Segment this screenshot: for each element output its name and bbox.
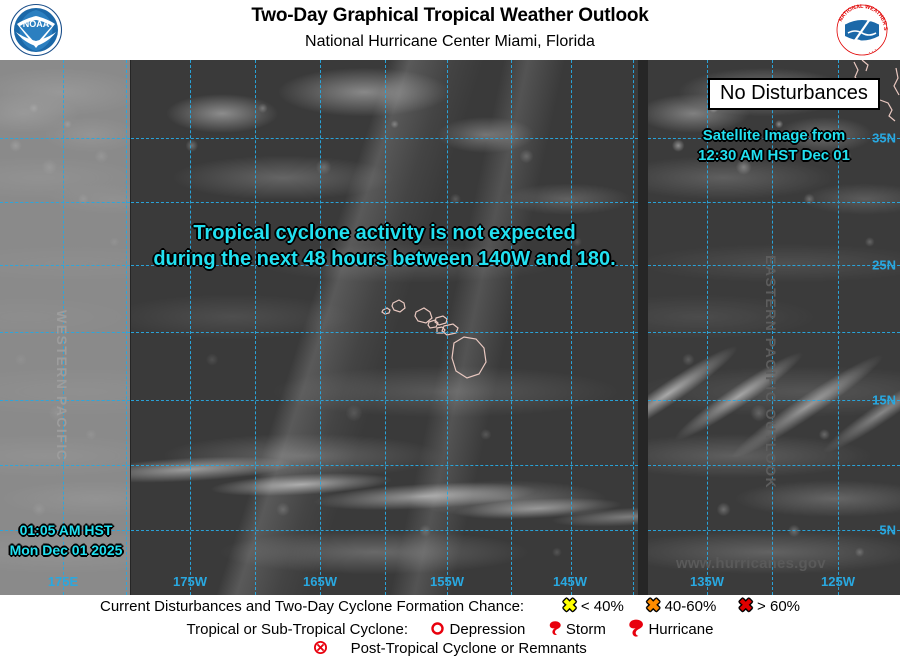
x-mark-icon-medium: ✖ bbox=[646, 595, 661, 615]
formation-chance-medium-label: 40-60% bbox=[664, 597, 717, 615]
page-subtitle: National Hurricane Center Miami, Florida bbox=[305, 33, 595, 50]
latitude-label: 35N bbox=[872, 130, 896, 146]
post-tropical-label: Post-Tropical Cyclone or Remnants bbox=[350, 640, 587, 657]
satellite-timestamp-line1: Satellite Image from bbox=[702, 127, 846, 144]
cloud-texture-detail bbox=[0, 60, 130, 595]
satellite-map[interactable]: WESTERN PACIFIC EASTERN PACIFIC OUTLOOK … bbox=[0, 60, 900, 595]
longitude-label: 125W bbox=[821, 574, 855, 589]
basin-label-eastern-pacific: EASTERN PACIFIC OUTLOOK bbox=[763, 255, 779, 490]
local-timestamp-line2: Mon Dec 01 2025 bbox=[9, 542, 123, 558]
no-disturbances-box: No Disturbances bbox=[708, 78, 880, 110]
local-timestamp: 01:05 AM HST Mon Dec 01 2025 bbox=[2, 520, 130, 560]
itcz-cloud-band bbox=[131, 405, 638, 565]
local-timestamp-line1: 01:05 AM HST bbox=[19, 522, 113, 538]
longitude-label: 135W bbox=[690, 574, 724, 589]
map-panel-eastern-pacific[interactable] bbox=[648, 60, 900, 595]
map-legend: Current Disturbances and Two-Day Cyclone… bbox=[0, 595, 900, 665]
formation-chance-high-label: > 60% bbox=[757, 597, 800, 615]
page-header: NOAA Two-Day Graphical Tropical Weather … bbox=[0, 0, 900, 60]
outlook-headline-line2: during the next 48 hours between 140W an… bbox=[153, 248, 616, 270]
storm-icon bbox=[548, 620, 562, 640]
cyclone-type-label: Tropical or Sub-Tropical Cyclone: bbox=[186, 620, 408, 638]
outlook-headline-line1: Tropical cyclone activity is not expecte… bbox=[193, 222, 576, 244]
longitude-label: 155W bbox=[430, 574, 464, 589]
longitude-label: 145W bbox=[553, 574, 587, 589]
longitude-label: 175W bbox=[173, 574, 207, 589]
legend-row-post-tropical: Post-Tropical Cyclone or Remnants bbox=[0, 639, 900, 658]
satellite-timestamp: Satellite Image from 12:30 AM HST Dec 01 bbox=[648, 126, 900, 166]
longitude-label: 175E bbox=[47, 574, 79, 589]
page-title: Two-Day Graphical Tropical Weather Outlo… bbox=[251, 5, 649, 26]
outlook-headline: Tropical cyclone activity is not expecte… bbox=[131, 220, 638, 272]
longitude-label: 165W bbox=[303, 574, 337, 589]
svg-text:NOAA: NOAA bbox=[23, 19, 50, 29]
hurricane-icon bbox=[628, 619, 644, 641]
satellite-timestamp-line2: 12:30 AM HST Dec 01 bbox=[697, 147, 850, 164]
storm-label: Storm bbox=[565, 620, 606, 638]
noaa-logo: NOAA bbox=[6, 2, 66, 58]
x-mark-icon-high: ✖ bbox=[738, 595, 753, 615]
panel-divider-left bbox=[130, 60, 131, 595]
svg-text:· · ·: · · · bbox=[867, 46, 877, 55]
latitude-label: 5N bbox=[879, 522, 896, 538]
latitude-label: 15N bbox=[872, 392, 896, 408]
legend-row-cyclone-type: Tropical or Sub-Tropical Cyclone: Depres… bbox=[0, 618, 900, 640]
basin-label-western-pacific: WESTERN PACIFIC bbox=[54, 310, 70, 462]
x-mark-icon-low: ✖ bbox=[562, 595, 577, 615]
baja-coastline bbox=[853, 60, 900, 122]
legend-row-formation-chance: Current Disturbances and Two-Day Cyclone… bbox=[0, 597, 900, 615]
depression-label: Depression bbox=[449, 620, 526, 638]
formation-chance-label: Current Disturbances and Two-Day Cyclone… bbox=[100, 597, 525, 615]
depression-icon bbox=[430, 621, 445, 640]
site-watermark: www.hurricanes.gov bbox=[676, 555, 826, 572]
panel-divider-right bbox=[638, 60, 648, 595]
circle-x-icon bbox=[313, 640, 328, 659]
cloud-texture bbox=[0, 60, 130, 595]
hurricane-label: Hurricane bbox=[648, 620, 714, 638]
latitude-label: 25N bbox=[872, 257, 896, 273]
nws-logo: NATIONAL WEATHER SERVICE · · · bbox=[830, 0, 892, 58]
formation-chance-low-label: < 40% bbox=[580, 597, 624, 615]
map-panel-central-pacific[interactable] bbox=[131, 60, 638, 595]
